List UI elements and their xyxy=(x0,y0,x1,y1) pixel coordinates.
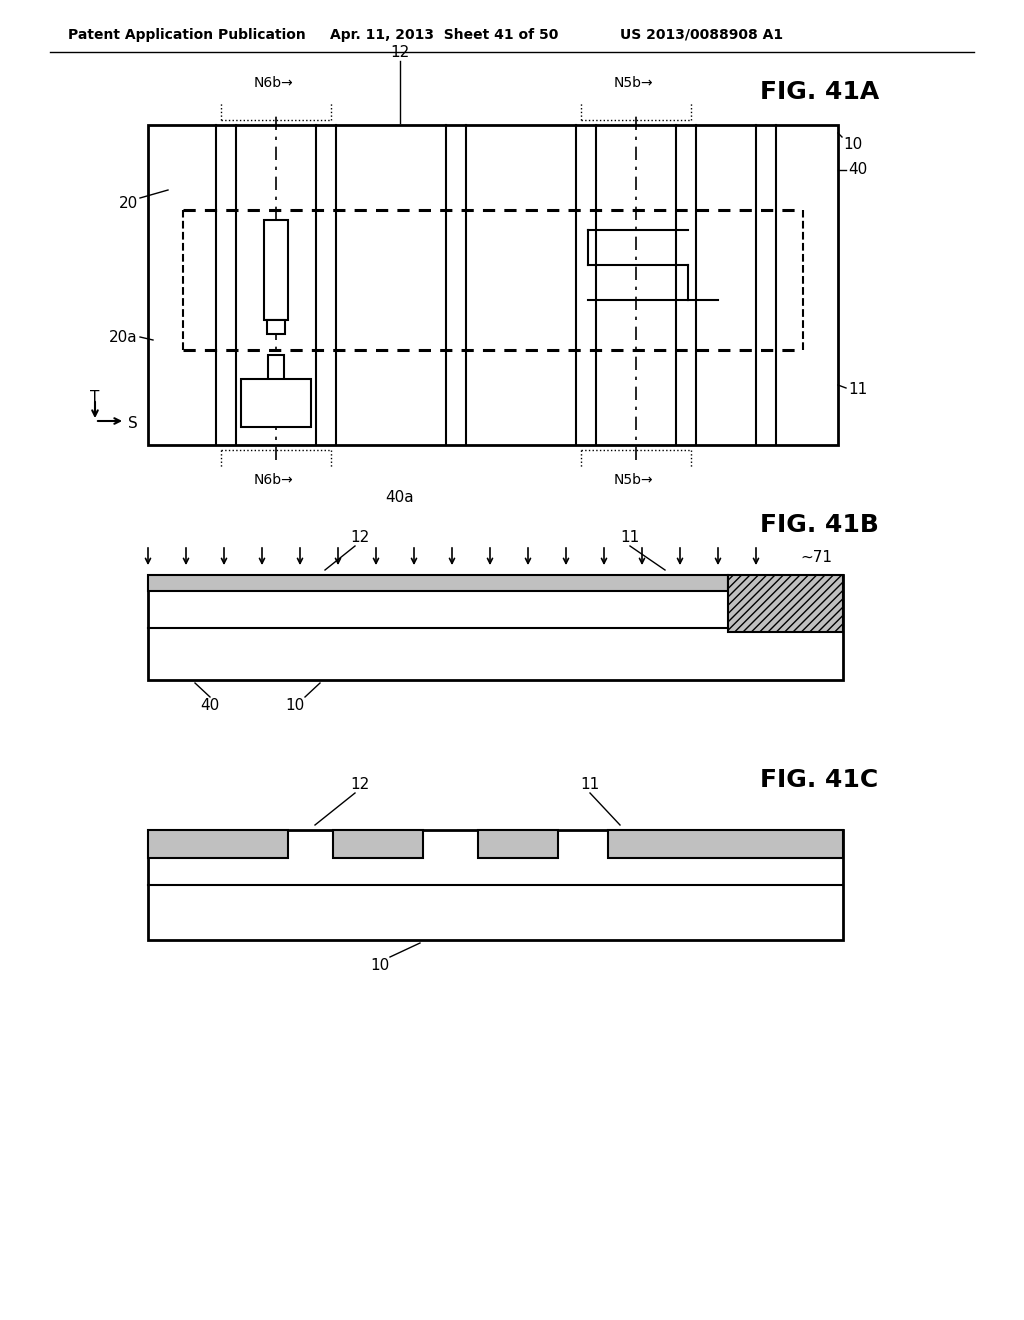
Bar xyxy=(728,576,843,632)
Bar xyxy=(608,830,843,858)
Text: 10: 10 xyxy=(286,698,304,713)
Text: S: S xyxy=(128,416,138,430)
Bar xyxy=(148,576,728,591)
Bar xyxy=(264,220,288,319)
Text: N6b→: N6b→ xyxy=(254,77,294,90)
Text: N5b→: N5b→ xyxy=(614,77,653,90)
Text: 40a: 40a xyxy=(386,490,415,506)
Text: 40: 40 xyxy=(848,162,867,177)
Text: N6b→: N6b→ xyxy=(254,473,294,487)
Text: 12: 12 xyxy=(350,531,370,545)
Bar xyxy=(268,355,284,380)
Bar xyxy=(267,319,285,334)
Text: 12: 12 xyxy=(350,777,370,792)
Text: Apr. 11, 2013  Sheet 41 of 50: Apr. 11, 2013 Sheet 41 of 50 xyxy=(330,28,558,42)
Text: 10: 10 xyxy=(371,958,389,973)
Bar xyxy=(478,830,558,858)
Bar xyxy=(148,576,843,680)
Text: 11: 11 xyxy=(581,777,600,792)
Text: 10: 10 xyxy=(843,137,862,152)
Text: FIG. 41B: FIG. 41B xyxy=(760,513,879,537)
Bar xyxy=(148,830,288,858)
Text: 40: 40 xyxy=(201,698,219,713)
Bar xyxy=(333,830,423,858)
Text: 20: 20 xyxy=(119,195,138,210)
Text: 11: 11 xyxy=(621,531,640,545)
Bar xyxy=(148,830,843,940)
Text: Patent Application Publication: Patent Application Publication xyxy=(68,28,306,42)
Text: FIG. 41C: FIG. 41C xyxy=(760,768,879,792)
Text: T: T xyxy=(90,389,99,404)
Text: N5b→: N5b→ xyxy=(614,473,653,487)
Text: US 2013/0088908 A1: US 2013/0088908 A1 xyxy=(620,28,783,42)
Bar xyxy=(241,379,311,426)
Text: ~71: ~71 xyxy=(800,549,831,565)
Text: 11: 11 xyxy=(848,383,867,397)
Text: 20a: 20a xyxy=(110,330,138,345)
Bar xyxy=(148,125,838,445)
Text: 12: 12 xyxy=(390,45,410,59)
Text: FIG. 41A: FIG. 41A xyxy=(760,81,880,104)
